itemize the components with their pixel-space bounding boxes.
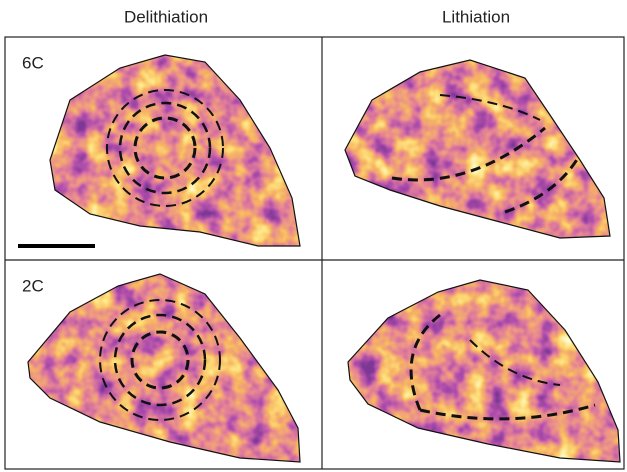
dashed-arc [469, 339, 561, 386]
dashed-ring [106, 89, 224, 207]
dashed-ring [99, 299, 221, 421]
dashed-ring [113, 313, 207, 407]
column-header: Lithiation [442, 7, 510, 26]
dashed-arc [409, 313, 441, 411]
particle-map [50, 55, 300, 246]
particle-outline [27, 273, 301, 463]
particle-outline [49, 54, 301, 247]
dashed-ring [133, 116, 197, 180]
row-label: 6C [22, 53, 44, 72]
particle-map [348, 280, 620, 462]
panel-frame [4, 36, 625, 470]
particle-outline [347, 279, 621, 463]
dashed-ring [118, 101, 212, 195]
column-header: Delithiation [124, 7, 208, 26]
dashed-arc [391, 126, 546, 182]
dashed-arc [439, 94, 541, 121]
dashed-arc [504, 157, 580, 214]
row-label: 2C [22, 276, 44, 295]
dashed-ring [130, 330, 190, 390]
particle-outline [344, 59, 611, 239]
dashed-arc [419, 403, 596, 421]
